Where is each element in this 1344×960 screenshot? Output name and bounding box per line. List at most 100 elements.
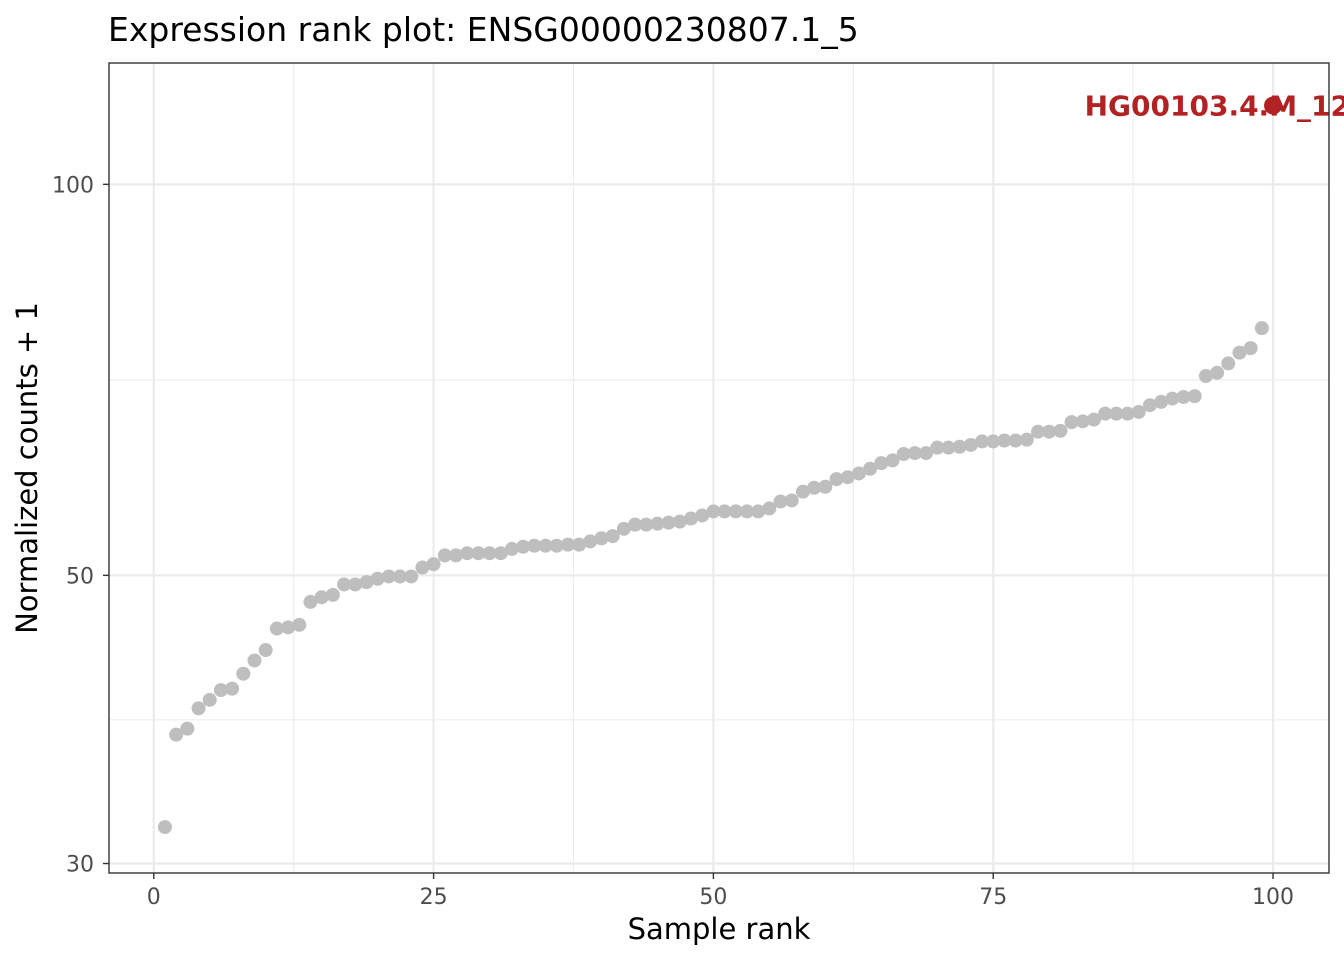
data-point-46: [661, 515, 676, 530]
data-point-90: [1154, 394, 1169, 409]
data-point-7: [225, 681, 240, 696]
data-point-36: [549, 538, 564, 553]
data-point-89: [1142, 398, 1157, 413]
data-point-83: [1075, 414, 1090, 429]
data-point-63: [851, 466, 866, 481]
data-point-27: [448, 548, 463, 563]
data-point-40: [594, 531, 609, 546]
data-point-99: [1254, 321, 1269, 336]
x-tick-label-3: 75: [979, 885, 1007, 910]
data-point-53: [739, 504, 754, 519]
y-tick-label-2: 100: [52, 173, 94, 198]
x-tick-label-0: 0: [147, 885, 161, 910]
data-point-1: [157, 820, 172, 835]
data-point-45: [650, 516, 665, 531]
data-point-86: [1109, 406, 1124, 421]
data-point-73: [963, 437, 978, 452]
data-point-88: [1131, 404, 1146, 419]
data-point-9: [247, 653, 262, 668]
data-point-11: [269, 621, 284, 636]
data-point-69: [919, 446, 934, 461]
data-point-71: [941, 440, 956, 455]
data-point-25: [426, 557, 441, 572]
data-point-35: [538, 538, 553, 553]
x-axis: 0 25 50 75 100: [147, 873, 1294, 910]
data-point-62: [840, 470, 855, 485]
data-point-82: [1064, 415, 1079, 430]
y-tick-label-0: 30: [66, 853, 94, 878]
data-point-42: [616, 521, 631, 536]
data-point-61: [829, 472, 844, 487]
data-point-5: [202, 692, 217, 707]
data-point-4: [191, 701, 206, 716]
data-point-77: [1008, 433, 1023, 448]
data-point-91: [1165, 391, 1180, 406]
data-point-23: [404, 569, 419, 584]
y-tick-label-1: 50: [66, 564, 94, 589]
data-point-13: [292, 617, 307, 632]
data-point-16: [325, 587, 340, 602]
data-point-26: [437, 548, 452, 563]
data-point-21: [381, 569, 396, 584]
highlight-group: HG00103.4.M_120208_3: [1085, 90, 1344, 123]
data-point-12: [281, 620, 296, 635]
data-point-24: [415, 560, 430, 575]
data-point-54: [751, 504, 766, 519]
data-point-81: [1053, 423, 1068, 438]
data-point-65: [874, 456, 889, 471]
data-point-84: [1086, 412, 1101, 427]
data-point-60: [818, 479, 833, 494]
data-point-19: [359, 575, 374, 590]
data-point-32: [504, 541, 519, 556]
data-point-43: [628, 517, 643, 532]
data-point-30: [482, 546, 497, 561]
data-point-70: [930, 440, 945, 455]
data-point-93: [1187, 389, 1202, 404]
data-point-34: [527, 538, 542, 553]
data-point-28: [460, 546, 475, 561]
data-point-80: [1042, 424, 1057, 439]
data-point-68: [907, 446, 922, 461]
data-point-39: [583, 534, 598, 549]
data-point-44: [639, 517, 654, 532]
data-point-33: [516, 539, 531, 554]
highlight-label: HG00103.4.M_120208_3: [1085, 90, 1344, 123]
data-point-29: [471, 546, 486, 561]
data-point-94: [1198, 368, 1213, 383]
highlight-point: [1264, 96, 1283, 115]
data-point-59: [807, 480, 822, 495]
data-point-3: [180, 721, 195, 736]
data-point-87: [1120, 406, 1135, 421]
data-point-67: [896, 447, 911, 462]
x-tick-label-4: 100: [1252, 885, 1294, 910]
panel-background: [109, 63, 1329, 873]
data-point-17: [337, 577, 352, 592]
data-point-47: [672, 514, 687, 529]
data-point-72: [952, 439, 967, 454]
x-tick-label-1: 25: [420, 885, 448, 910]
data-points: [157, 321, 1269, 835]
y-axis: 30 50 100: [52, 173, 109, 878]
data-point-10: [258, 643, 273, 658]
data-point-37: [560, 537, 575, 552]
data-point-52: [728, 504, 743, 519]
data-point-20: [370, 571, 385, 586]
grid-major: [109, 63, 1329, 873]
data-point-41: [605, 529, 620, 544]
data-point-18: [348, 577, 363, 592]
data-point-74: [975, 434, 990, 449]
data-point-31: [493, 546, 508, 561]
panel-border: [108, 62, 1330, 874]
data-point-58: [795, 484, 810, 499]
data-point-57: [784, 493, 799, 508]
data-point-50: [706, 504, 721, 519]
data-point-49: [695, 508, 710, 523]
data-point-22: [393, 569, 408, 584]
y-axis-title: Normalized counts + 1: [10, 302, 44, 634]
data-point-97: [1232, 345, 1247, 360]
data-point-85: [1098, 406, 1113, 421]
data-point-66: [885, 453, 900, 468]
data-point-75: [986, 434, 1001, 449]
x-tick-label-2: 50: [699, 885, 727, 910]
